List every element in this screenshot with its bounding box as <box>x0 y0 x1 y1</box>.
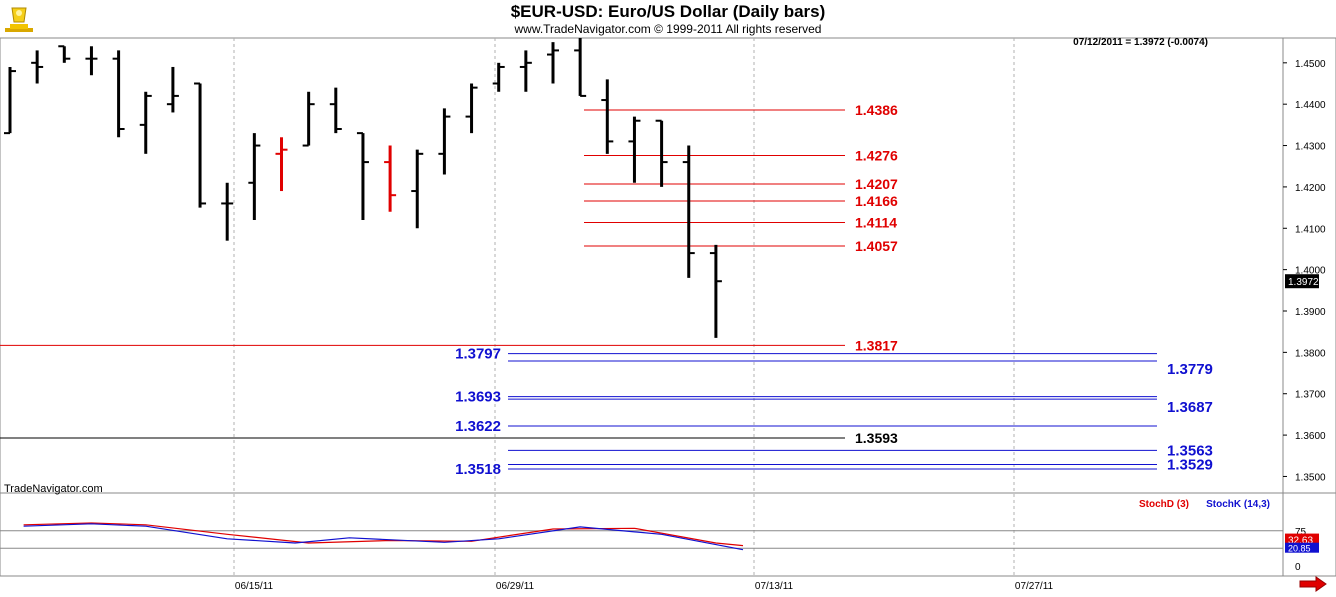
price-level-label: 1.4386 <box>855 102 898 118</box>
ohlc-bar[interactable] <box>682 145 695 278</box>
ohlc-bar[interactable] <box>302 91 315 147</box>
tradenavigator-watermark: TradeNavigator.com <box>4 483 103 495</box>
ohlc-bar[interactable] <box>384 145 397 212</box>
price-tick-label: 1.3700 <box>1295 390 1326 401</box>
copyright-subtitle: www.TradeNavigator.com © 1999-2011 All r… <box>514 22 822 36</box>
gold-trophy-icon[interactable] <box>4 4 34 34</box>
price-level-label: 1.3529 <box>1167 456 1213 473</box>
date-tick-label: 06/29/11 <box>496 581 535 592</box>
ohlc-bar[interactable] <box>112 50 125 138</box>
price-tick-label: 1.4400 <box>1295 100 1326 111</box>
price-level-label: 1.4166 <box>855 193 898 209</box>
price-level-label: 1.3563 <box>1167 442 1213 459</box>
price-tick-label: 1.4000 <box>1295 266 1326 277</box>
stochd-last-box <box>1285 533 1319 546</box>
last-price-label: 1.3972 <box>1288 277 1319 288</box>
price-level-label: 1.4207 <box>855 176 898 192</box>
ohlc-bar[interactable] <box>438 108 451 175</box>
ohlc-bar[interactable] <box>492 62 505 92</box>
stochd-legend: StochD (3) <box>1139 499 1189 510</box>
price-level-label: 1.3593 <box>855 430 898 446</box>
ohlc-bar[interactable] <box>248 133 261 220</box>
last-price-box <box>1285 274 1319 289</box>
ohlc-bar[interactable] <box>329 87 342 134</box>
price-level-label: 1.4114 <box>855 214 897 230</box>
ohlc-bar[interactable] <box>31 50 44 84</box>
price-level-label: 1.3687 <box>1167 399 1213 416</box>
stochk-last-label: 20.85 <box>1288 544 1311 554</box>
price-tick-label: 1.3800 <box>1295 348 1326 359</box>
red-arrow-right-icon[interactable] <box>1298 576 1328 597</box>
ohlc-bar[interactable] <box>628 116 641 183</box>
price-level-label: 1.3817 <box>855 337 898 353</box>
price-level-label: 1.3693 <box>455 389 501 406</box>
price-level-label: 1.4057 <box>855 238 898 254</box>
ohlc-bar[interactable] <box>356 132 369 220</box>
ohlc-bar[interactable] <box>166 66 179 113</box>
price-level-label: 1.3622 <box>455 418 501 435</box>
price-level-label: 1.3779 <box>1167 361 1213 378</box>
price-tick-label: 1.3600 <box>1295 431 1326 442</box>
ohlc-bar[interactable] <box>655 119 668 187</box>
ohlc-bar[interactable] <box>221 182 234 241</box>
stochk-legend: StochK (14,3) <box>1206 499 1270 510</box>
price-level-label: 1.3518 <box>455 461 501 478</box>
price-tick-label: 1.4200 <box>1295 183 1326 194</box>
ohlc-bar[interactable] <box>601 79 614 154</box>
ohlc-bar[interactable] <box>709 244 722 338</box>
ohlc-bar[interactable] <box>275 137 288 192</box>
stochd-line <box>23 522 744 547</box>
ohlc-bar[interactable] <box>519 50 532 92</box>
ohlc-bar[interactable] <box>58 45 71 63</box>
price-tick-label: 1.3500 <box>1295 472 1326 483</box>
price-tick-label: 1.3900 <box>1295 307 1326 318</box>
price-level-label: 1.3797 <box>455 346 501 363</box>
price-tick-label: 1.4100 <box>1295 224 1326 235</box>
stochk-line <box>23 523 744 551</box>
ohlc-bar[interactable] <box>547 42 559 84</box>
stochk-last-box <box>1285 542 1319 553</box>
ohlc-bar[interactable] <box>465 83 478 134</box>
ohlc-bar[interactable] <box>139 91 152 154</box>
chart-title: $EUR-USD: Euro/US Dollar (Daily bars) <box>510 2 826 21</box>
date-tick-label: 07/27/11 <box>1015 581 1054 592</box>
date-tick-label: 07/13/11 <box>755 581 794 592</box>
ohlc-bar[interactable] <box>85 46 98 76</box>
stochd-last-label: 32.63 <box>1288 536 1313 547</box>
ohlc-bar[interactable] <box>4 66 16 135</box>
ohlc-bar[interactable] <box>411 149 424 229</box>
stoch-tick-label: 75 <box>1295 527 1307 538</box>
price-level-label: 1.4276 <box>855 147 898 163</box>
price-tick-label: 1.4300 <box>1295 142 1326 153</box>
date-tick-label: 06/15/11 <box>235 581 274 592</box>
ohlc-bar[interactable] <box>574 38 587 97</box>
last-quote-readout: 07/12/2011 = 1.3972 (-0.0074) <box>1073 37 1208 48</box>
stoch-tick-label: 0 <box>1295 562 1301 573</box>
ohlc-bar[interactable] <box>194 82 207 208</box>
price-tick-label: 1.4500 <box>1295 59 1326 70</box>
